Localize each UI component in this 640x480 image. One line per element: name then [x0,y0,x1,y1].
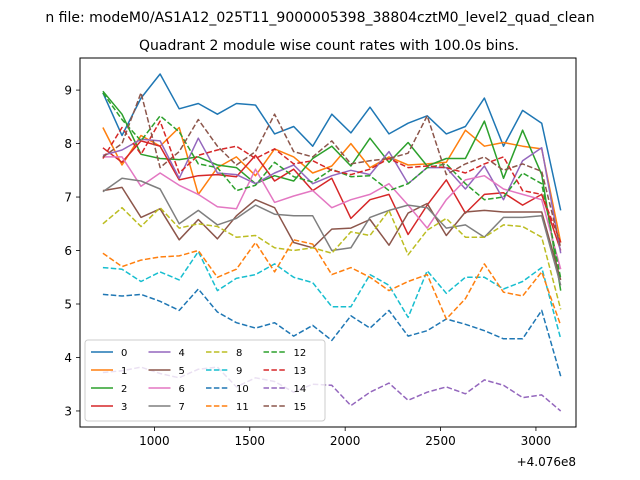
y-tick-label: 9 [64,84,72,98]
series-line-4 [102,137,562,254]
legend-label-11: 11 [236,402,249,413]
series-line-1 [102,126,562,243]
x-tick-label: 2000 [330,434,361,448]
series-line-8 [102,206,562,310]
legend-label-5: 5 [179,366,185,377]
legend-box [84,339,326,422]
y-tick-label: 7 [64,191,72,205]
series-line-2 [102,90,562,291]
legend-label-1: 1 [121,366,127,377]
x-axis: 1000 1500 2000 2500 3000 [139,427,551,448]
legend-label-4: 4 [179,348,185,359]
y-tick-label: 5 [64,298,72,312]
y-tick-label: 6 [64,244,72,258]
chart-title: Quadrant 2 module wise count rates with … [139,38,519,54]
y-tick-label: 8 [64,137,72,151]
legend-label-7: 7 [179,402,185,413]
series-line-5 [102,186,562,281]
x-offset-label: +4.076e8 [517,455,576,469]
x-tick-label: 1000 [139,434,170,448]
x-tick-label: 3000 [521,434,552,448]
series-line-11 [102,239,562,326]
legend-label-8: 8 [236,348,242,359]
y-tick-label: 4 [64,351,72,365]
series-line-9 [102,250,562,339]
figure-suptitle: n file: modeM0/AS1A12_025T11_9000005398_… [45,10,594,26]
series-line-0 [102,73,562,211]
series-layer [102,73,562,412]
series-line-6 [102,156,562,270]
legend-label-14: 14 [294,384,307,395]
series-line-15 [102,92,562,248]
series-line-10 [102,288,562,377]
x-tick-label: 1500 [235,434,266,448]
legend-label-10: 10 [236,384,249,395]
legend-label-0: 0 [121,348,127,359]
series-line-13 [102,120,562,243]
legend-label-9: 9 [236,366,242,377]
legend-label-13: 13 [294,366,307,377]
legend-label-2: 2 [121,384,127,395]
y-axis: 3 4 5 6 7 8 9 [64,84,80,418]
plot-frame [79,57,577,428]
legend-label-12: 12 [294,348,307,359]
y-tick-label: 3 [64,404,72,418]
x-tick-label: 2500 [425,434,456,448]
legend-label-3: 3 [121,402,127,413]
legend-label-15: 15 [294,402,307,413]
series-line-12 [102,92,562,279]
legend-label-6: 6 [179,384,185,395]
series-line-14 [102,366,562,412]
series-line-3 [102,140,562,251]
